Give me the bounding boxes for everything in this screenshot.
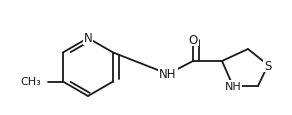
Text: NH: NH — [159, 68, 177, 81]
Text: CH₃: CH₃ — [20, 77, 41, 87]
Text: N: N — [84, 32, 92, 45]
Text: S: S — [264, 59, 272, 72]
Text: NH: NH — [225, 81, 241, 91]
Text: O: O — [188, 33, 198, 46]
